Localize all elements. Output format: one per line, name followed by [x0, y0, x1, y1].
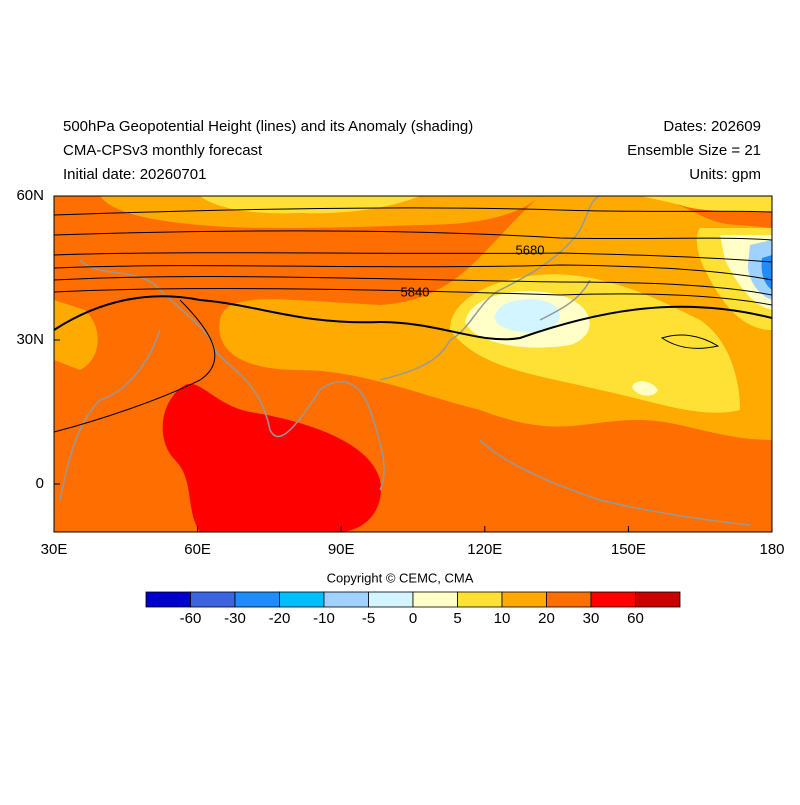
- initial-date: Initial date: 20260701: [63, 166, 206, 183]
- title: 500hPa Geopotential Height (lines) and i…: [63, 118, 473, 135]
- colorbar-box: [234, 591, 280, 608]
- map-field: [54, 196, 772, 532]
- colorbar-label: 30: [583, 610, 600, 627]
- subtitle: CMA-CPSv3 monthly forecast: [63, 142, 263, 159]
- colorbar-label: -60: [180, 610, 202, 627]
- lon-label: 150E: [611, 541, 646, 558]
- contour-label: 5680: [516, 242, 545, 257]
- colorbar-label: -30: [224, 610, 246, 627]
- colorbar-label: -10: [313, 610, 335, 627]
- shade: [54, 300, 98, 370]
- colorbar-label: 10: [494, 610, 511, 627]
- colorbar-label: -5: [362, 610, 375, 627]
- shade: [748, 240, 772, 300]
- copyright: Copyright © CEMC, CMA: [327, 570, 474, 585]
- map-frame: [53, 195, 773, 533]
- shade: [162, 383, 381, 532]
- contour-label: 5840: [401, 284, 430, 299]
- lon-label: 180: [759, 541, 784, 558]
- colorbar-box: [590, 591, 636, 608]
- colorbar-box: [190, 591, 236, 608]
- colorbar-box: [412, 591, 458, 608]
- shade: [640, 196, 772, 212]
- lon-label: 120E: [467, 541, 502, 558]
- units: Units: gpm: [689, 166, 761, 183]
- shade: [632, 381, 658, 396]
- dates: Dates: 202609: [663, 118, 761, 135]
- ensemble: Ensemble Size = 21: [627, 142, 761, 159]
- colorbar-box: [368, 591, 414, 608]
- colorbar-label: 0: [409, 610, 417, 627]
- lat-label: 60N: [16, 187, 44, 204]
- shade: [200, 196, 420, 214]
- colorbar-label: 5: [453, 610, 461, 627]
- colorbar-box: [635, 591, 681, 608]
- lon-label: 60E: [184, 541, 211, 558]
- lon-label: 30E: [41, 541, 68, 558]
- shade: [494, 299, 560, 333]
- lat-label: 0: [36, 475, 44, 492]
- colorbar-box: [145, 591, 191, 608]
- shade: [761, 255, 772, 290]
- colorbar-box: [323, 591, 369, 608]
- colorbar-label: 60: [627, 610, 644, 627]
- colorbar-box: [279, 591, 325, 608]
- lat-label: 30N: [16, 331, 44, 348]
- colorbar-box: [457, 591, 503, 608]
- colorbar-box: [501, 591, 547, 608]
- colorbar-label: -20: [269, 610, 291, 627]
- lon-label: 90E: [328, 541, 355, 558]
- colorbar-box: [546, 591, 592, 608]
- colorbar-label: 20: [538, 610, 555, 627]
